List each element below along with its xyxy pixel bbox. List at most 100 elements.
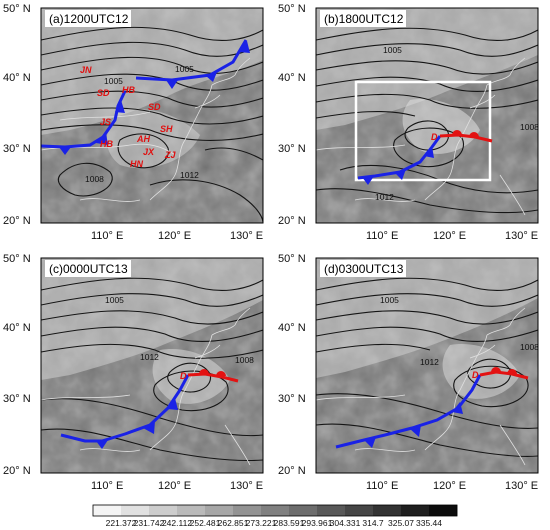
- colorbar-swatch: [345, 505, 374, 516]
- lon-ticks: 110° E 120° E 130° E: [366, 230, 538, 242]
- panel-a: JN SD HB SD JS AH HB HN SH ZJ JX 1005 10…: [3, 3, 264, 242]
- lat-tick: 20° N: [3, 465, 31, 477]
- colorbar-swatch: [401, 505, 430, 516]
- cloud-band: [152, 349, 230, 404]
- contour-label: 1005: [383, 45, 402, 55]
- annotation: HB: [122, 85, 135, 95]
- map-frame: [40, 7, 264, 224]
- lat-tick: 30° N: [278, 393, 306, 405]
- lon-ticks: 110° E 120° E 130° E: [91, 480, 263, 492]
- lat-tick: 20° N: [278, 465, 306, 477]
- colorbar-label: 231.742: [134, 518, 165, 528]
- colorbar: 221.372231.742242.112252.481262.851273.2…: [92, 504, 458, 528]
- contour-labels: 1005 1008 1012: [380, 295, 539, 367]
- annotation: D: [472, 370, 479, 380]
- contour-labels: 1005 1008 1012: [375, 45, 539, 202]
- colorbar-label: 304.331: [330, 518, 361, 528]
- lon-ticks: 110° E 120° E 130° E: [366, 480, 538, 492]
- lat-tick: 40° N: [3, 72, 31, 84]
- cloud-band: [402, 99, 480, 154]
- lon-tick: 130° E: [230, 230, 263, 242]
- contour-label: 1008: [520, 122, 539, 132]
- colorbar-label: 242.112: [162, 518, 192, 528]
- annotation: HB: [100, 139, 113, 149]
- lat-tick: 40° N: [278, 72, 306, 84]
- annotation: JX: [143, 147, 155, 157]
- annotation: HN: [130, 159, 143, 169]
- warm-front: [439, 133, 493, 143]
- lat-tick: 30° N: [3, 143, 31, 155]
- map-frame: [40, 257, 264, 474]
- panel-title: (a)1200UTC12: [49, 12, 129, 26]
- front-semicircles: [199, 369, 226, 376]
- annotation: D: [180, 371, 187, 381]
- coastlines: [316, 307, 526, 466]
- lon-tick: 130° E: [230, 480, 263, 492]
- colorbar-swatch: [261, 505, 290, 516]
- map-frame: [315, 257, 539, 474]
- cloud-band: [316, 8, 538, 130]
- cold-front: [60, 374, 190, 443]
- isobars: [316, 277, 538, 457]
- focus-box: [354, 80, 492, 182]
- annotation: SD: [148, 102, 161, 112]
- colorbar-swatch: [177, 505, 206, 516]
- colorbar-label: 252.481: [190, 518, 221, 528]
- panel-d: D 1005 1008 1012 (d)0300UTC13 50° N 40° …: [278, 253, 539, 492]
- lon-tick: 110° E: [91, 230, 123, 242]
- lat-tick: 50° N: [3, 253, 31, 265]
- lon-ticks: 110° E 120° E 130° E: [91, 230, 263, 242]
- front-triangles: [59, 41, 250, 155]
- cloud-band: [41, 258, 263, 380]
- colorbar-swatch: [317, 505, 346, 516]
- contour-label: 1005: [380, 295, 399, 305]
- lat-ticks: 50° N 40° N 30° N 20° N: [278, 253, 306, 477]
- contour-label: 1008: [235, 355, 254, 365]
- front-triangles: [96, 398, 178, 449]
- panel-title: (b)1800UTC12: [324, 12, 404, 26]
- colorbar-label: 262.851: [218, 518, 249, 528]
- contour-label: 1012: [420, 357, 439, 367]
- lon-tick: 120° E: [158, 480, 191, 492]
- colorbar-swatch: [205, 505, 234, 516]
- lat-tick: 20° N: [278, 215, 306, 227]
- colorbar-label: 293.961: [302, 518, 333, 528]
- lon-tick: 120° E: [158, 230, 191, 242]
- lat-tick: 30° N: [278, 143, 306, 155]
- contour-labels: 1005 1005 1012 1008: [85, 64, 199, 184]
- panel-title: (d)0300UTC13: [324, 262, 404, 276]
- lat-ticks: 50° N 40° N 30° N 20° N: [278, 3, 306, 227]
- province-annotations: JN SD HB SD JS AH HB HN SH ZJ JX: [80, 65, 176, 169]
- contour-label: 1005: [104, 76, 123, 86]
- annotation: ZJ: [164, 150, 176, 160]
- lon-tick: 120° E: [433, 230, 466, 242]
- lat-tick: 40° N: [3, 322, 31, 334]
- contour-label: 1012: [375, 192, 394, 202]
- colorbar-swatch: [429, 505, 458, 516]
- contour-label: 1008: [520, 342, 539, 352]
- colorbar-labels: 221.372231.742242.112252.481262.851273.2…: [106, 518, 443, 528]
- contour-label: 1005: [175, 64, 194, 74]
- lat-tick: 50° N: [278, 253, 306, 265]
- contour-labels: 1005 1008 1012: [105, 295, 254, 365]
- lon-tick: 110° E: [366, 480, 398, 492]
- colorbar-swatch: [233, 505, 262, 516]
- front-triangles: [364, 402, 463, 448]
- isobars: [41, 277, 263, 462]
- colorbar-swatch: [289, 505, 318, 516]
- panel-title-box: [320, 10, 406, 27]
- contour-label: 1008: [85, 174, 104, 184]
- contour-label: 1005: [105, 295, 124, 305]
- warm-front: [187, 372, 239, 383]
- contour-label: 1012: [180, 170, 199, 180]
- colorbar-swatches: [93, 505, 458, 516]
- lat-tick: 40° N: [278, 322, 306, 334]
- cloud-band: [442, 344, 520, 399]
- annotation: SH: [160, 124, 173, 134]
- cloud-band: [316, 258, 538, 378]
- cloud-band: [106, 108, 200, 169]
- colorbar-label: 273.221: [246, 518, 277, 528]
- panel-b: D 1005 1008 1012 (b)1800UTC12 50° N 40° …: [278, 3, 539, 242]
- annotation: SD: [97, 88, 110, 98]
- lon-tick: 110° E: [366, 230, 398, 242]
